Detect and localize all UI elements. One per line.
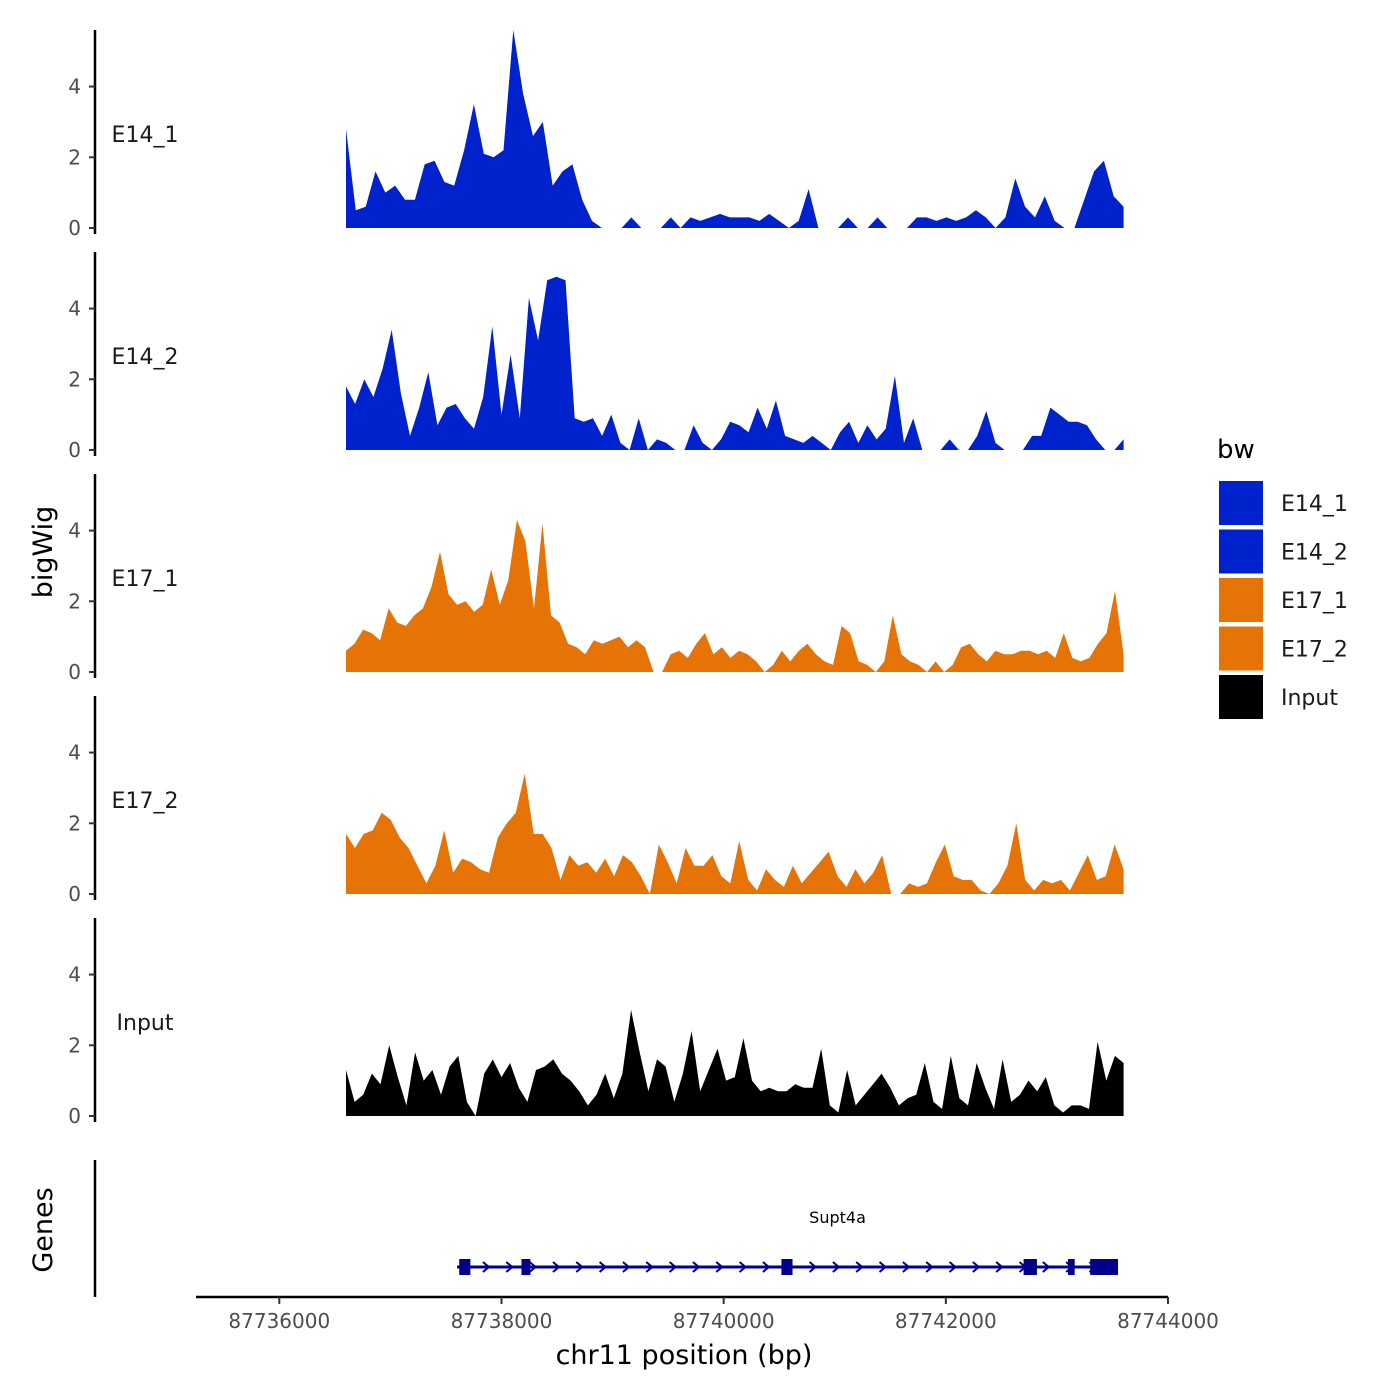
strand-arrow [692, 1261, 701, 1273]
y-tick-label: 2 [68, 1033, 81, 1057]
legend-label-E17_2: E17_2 [1281, 638, 1348, 663]
y-tick-label: 2 [68, 589, 81, 613]
y-tick-label: 2 [68, 367, 81, 391]
legend-swatch-E17_1 [1217, 576, 1265, 624]
strand-arrow [622, 1261, 631, 1273]
strand-arrow [528, 1261, 538, 1273]
exon [521, 1259, 531, 1275]
coverage-area-E14_2 [346, 276, 1124, 450]
coverage-area-E17_1 [346, 520, 1124, 672]
x-axis: 87736000 87738000 87740000 87742000 87744000 [196, 1295, 1219, 1333]
legend-title: bw [1217, 435, 1255, 465]
strand-arrow [762, 1261, 771, 1273]
exon [1090, 1259, 1119, 1275]
panel-label-Input: Input [117, 1011, 174, 1036]
y-tick-label: 0 [68, 438, 81, 462]
track-E17_1: 0 2 4 E17_1 [68, 474, 1124, 684]
exon [1068, 1259, 1075, 1275]
strand-arrow [505, 1261, 514, 1273]
strand-arrow [552, 1261, 561, 1273]
exon [781, 1259, 793, 1275]
track-E17_2: 0 2 4 E17_2 [68, 696, 1124, 906]
track-E14_2: 0 2 4 E14_2 [68, 252, 1124, 462]
strand-arrow [925, 1261, 934, 1273]
strand-arrow [832, 1261, 841, 1273]
track-Input: 0 2 4 Input [68, 918, 1124, 1128]
strand-arrow [575, 1261, 584, 1273]
strand-arrow [972, 1261, 981, 1273]
strand-arrow [1042, 1261, 1051, 1273]
legend-label-E14_1: E14_1 [1281, 492, 1348, 517]
genes-track-title: Genes [28, 1187, 59, 1272]
legend-label-E17_1: E17_1 [1281, 589, 1348, 614]
gene-name-label: Supt4a [809, 1208, 866, 1227]
x-tick-label: 87742000 [895, 1309, 997, 1333]
strand-arrow [668, 1261, 678, 1273]
legend: bw E14_1 E14_2 E17_1 E17_2 Input [1217, 435, 1348, 721]
strand-arrow [598, 1261, 608, 1273]
strand-arrow [948, 1261, 958, 1273]
legend-swatch-Input [1217, 673, 1265, 721]
panel-label-E14_1: E14_1 [112, 123, 179, 148]
strand-arrow [715, 1261, 724, 1273]
coverage-tracks: 0 2 4 E14_1 0 2 4 E14_2 0 2 4 E17_1 0 2 4 E17_2 0 2 4 Input [68, 30, 1124, 1128]
strand-arrow [738, 1261, 748, 1273]
strand-arrow [808, 1261, 818, 1273]
panel-label-E14_2: E14_2 [112, 345, 179, 370]
y-tick-label: 0 [68, 660, 81, 684]
legend-swatch-E17_2 [1217, 624, 1265, 673]
legend-label-E14_2: E14_2 [1281, 541, 1348, 566]
x-tick-label: 87738000 [451, 1309, 553, 1333]
coverage-area-Input [346, 1009, 1124, 1116]
panel-label-E17_1: E17_1 [112, 567, 179, 592]
y-tick-label: 2 [68, 811, 81, 835]
y-tick-label: 4 [68, 519, 81, 543]
legend-swatch-E14_2 [1217, 527, 1265, 576]
x-tick-label: 87744000 [1117, 1309, 1219, 1333]
strand-arrow [855, 1261, 864, 1273]
strand-arrow [995, 1261, 1004, 1273]
coverage-area-E14_1 [346, 30, 1124, 228]
panel-label-E17_2: E17_2 [112, 789, 179, 814]
y-tick-label: 0 [68, 216, 81, 240]
y-tick-label: 4 [68, 741, 81, 765]
x-tick-label: 87736000 [228, 1309, 330, 1333]
strand-arrow [878, 1261, 888, 1273]
legend-label-Input: Input [1281, 686, 1338, 711]
y-tick-label: 4 [68, 297, 81, 321]
track-E14_1: 0 2 4 E14_1 [68, 30, 1124, 240]
y-axis-title: bigWig [28, 506, 59, 599]
x-axis-title: chr11 position (bp) [556, 1340, 813, 1371]
y-tick-label: 4 [68, 75, 81, 99]
x-tick-label: 87740000 [673, 1309, 775, 1333]
y-tick-label: 2 [68, 145, 81, 169]
coverage-area-E17_2 [346, 773, 1124, 894]
y-tick-label: 0 [68, 1104, 81, 1128]
y-tick-label: 4 [68, 963, 81, 987]
strand-arrow [902, 1261, 911, 1273]
genes-track: Supt4a [93, 1160, 1119, 1297]
exon [1023, 1259, 1037, 1275]
legend-swatch-E14_1 [1217, 479, 1265, 527]
y-tick-label: 0 [68, 882, 81, 906]
strand-arrow [645, 1261, 654, 1273]
strand-arrow [482, 1261, 491, 1273]
exon [459, 1259, 471, 1275]
